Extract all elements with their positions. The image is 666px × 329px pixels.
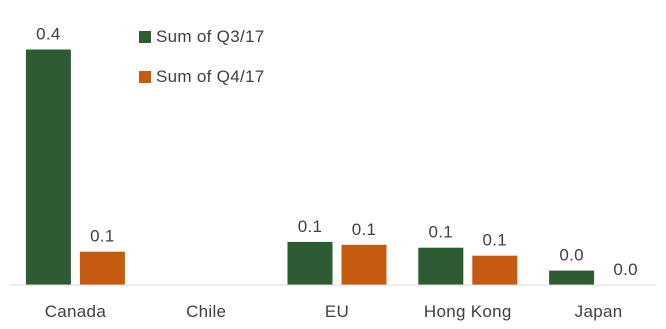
category-label-chile: Chile — [186, 302, 226, 321]
bar-hong-kong-series-1 — [418, 247, 464, 285]
data-label-eu-series-2: 0.1 — [352, 220, 377, 239]
data-label-canada-series-2: 0.1 — [90, 227, 115, 246]
legend-label-series-1: Sum of Q3/17 — [156, 27, 265, 46]
data-label-eu-series-1: 0.1 — [298, 217, 323, 236]
category-label-hong-kong: Hong Kong — [424, 302, 512, 321]
bar-japan-series-1 — [549, 270, 595, 285]
legend-swatch-series-1 — [139, 31, 151, 43]
data-label-japan-series-2: 0.0 — [613, 260, 638, 279]
category-label-japan: Japan — [575, 302, 623, 321]
data-label-japan-series-1: 0.0 — [559, 246, 584, 265]
bar-hong-kong-series-2 — [472, 255, 518, 285]
category-label-eu: EU — [325, 302, 349, 321]
bar-eu-series-2 — [341, 244, 387, 285]
data-label-hong-kong-series-2: 0.1 — [483, 231, 508, 250]
bar-canada-series-1 — [25, 49, 71, 285]
bar-canada-series-2 — [79, 251, 125, 285]
bars-layer — [25, 49, 595, 285]
bar-eu-series-1 — [287, 241, 333, 285]
data-label-canada-series-1: 0.4 — [36, 25, 61, 44]
legend-label-series-2: Sum of Q4/17 — [156, 67, 265, 86]
legend-swatch-series-2 — [139, 71, 151, 83]
data-labels-layer: 0.4 0.1 0.1 0.1 0.1 0.1 0.0 0.0 — [36, 25, 638, 280]
category-labels-layer: Canada Chile EU Hong Kong Japan — [45, 302, 623, 321]
legend: Sum of Q3/17 Sum of Q4/17 — [139, 27, 265, 86]
data-label-hong-kong-series-1: 0.1 — [429, 223, 454, 242]
category-label-canada: Canada — [45, 302, 107, 321]
